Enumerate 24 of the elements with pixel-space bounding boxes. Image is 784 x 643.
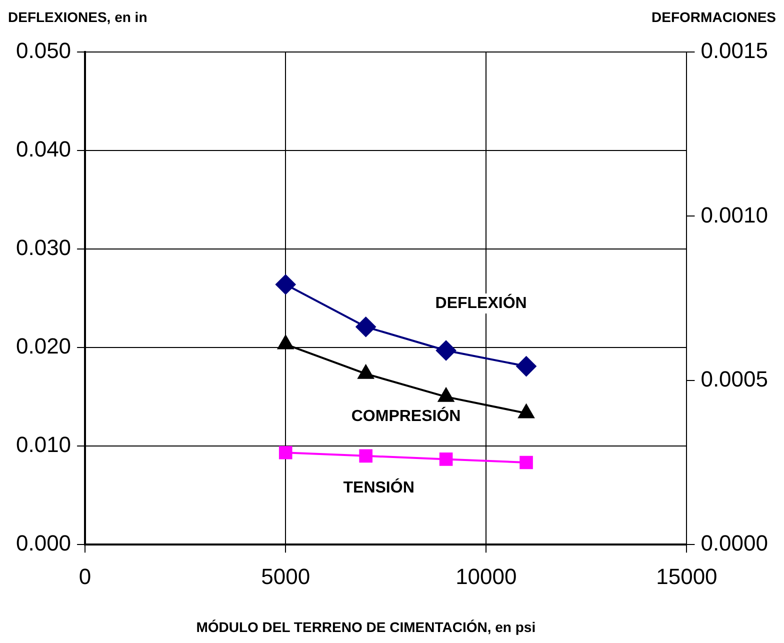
y-tick-label: 0.030 <box>16 235 72 260</box>
y2-tick-label: 0.0005 <box>700 366 768 392</box>
series-label: DEFLEXIÓN <box>435 292 527 312</box>
y2-tick-label: 0.0010 <box>700 202 768 228</box>
point <box>276 274 296 295</box>
x-axis-title: MÓDULO DEL TERRENO DE CIMENTACIÓN, en psi <box>196 618 536 635</box>
point <box>356 316 376 337</box>
x-tick-label: 15000 <box>656 564 718 589</box>
y2-tick-label: 0.0015 <box>700 38 768 64</box>
point <box>516 356 536 376</box>
y-tick-label: 0.050 <box>16 38 72 64</box>
point <box>436 340 456 361</box>
y-tick-label: 0.040 <box>16 136 72 162</box>
y-tick-label: 0.000 <box>16 530 72 556</box>
y-tick-label: 0.020 <box>16 334 72 359</box>
y2-tick-label: 0.0000 <box>700 530 768 556</box>
x-tick-label: 5000 <box>261 564 310 589</box>
y-tick-label: 0.010 <box>16 432 72 458</box>
x-tick-label: 10000 <box>456 564 517 589</box>
series-label: TENSIÓN <box>343 477 414 496</box>
y-axis-title: DEFLEXIONES, en in <box>8 8 148 25</box>
series-label: COMPRESIÓN <box>351 406 461 426</box>
y2-axis-title: DEFORMACIONES <box>652 8 776 25</box>
x-tick-label: 0 <box>78 564 92 589</box>
